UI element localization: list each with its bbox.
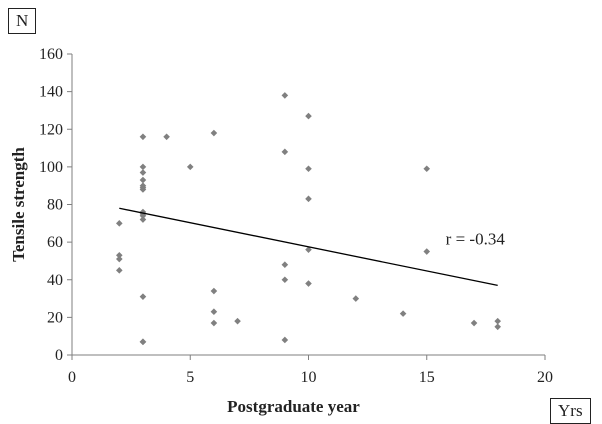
data-point — [281, 92, 289, 99]
x-tick-label: 10 — [301, 369, 317, 386]
data-point — [305, 165, 312, 173]
data-point — [210, 129, 218, 137]
data-point — [494, 323, 501, 331]
data-point — [399, 310, 407, 317]
data-point — [139, 176, 147, 184]
data-points — [116, 92, 501, 346]
data-point — [423, 165, 431, 173]
y-tick-label: 0 — [55, 347, 63, 364]
y-tick-label: 80 — [47, 197, 63, 214]
data-point — [139, 293, 147, 300]
data-point — [305, 112, 312, 120]
x-axis-title: Postgraduate year — [227, 397, 360, 416]
data-point — [423, 248, 431, 255]
x-unit-label: Yrs — [550, 398, 591, 424]
x-axis-ticks: 0 5 10 15 20 — [68, 355, 553, 386]
data-point — [116, 220, 123, 227]
data-point — [139, 338, 147, 346]
trendline — [119, 207, 498, 287]
data-point — [116, 255, 123, 263]
y-tick-label: 60 — [47, 234, 63, 251]
data-point — [281, 336, 289, 344]
data-point — [281, 261, 289, 268]
data-point — [139, 169, 147, 176]
data-point — [494, 317, 501, 325]
data-point — [305, 195, 312, 203]
data-point — [163, 133, 170, 141]
y-tick-label: 20 — [47, 309, 63, 326]
data-point — [139, 163, 147, 171]
data-point — [116, 267, 123, 274]
y-tick-label: 40 — [47, 272, 63, 289]
data-point — [305, 246, 312, 253]
data-point — [139, 186, 147, 193]
y-tick-label: 160 — [39, 46, 63, 63]
y-unit-label: N — [8, 8, 37, 34]
data-point — [139, 212, 147, 220]
data-point — [352, 295, 360, 302]
y-axis-title: Tensile strength — [9, 147, 28, 262]
data-point — [281, 276, 289, 284]
data-point — [210, 319, 218, 327]
x-tick-label: 0 — [68, 369, 76, 386]
data-point — [210, 287, 218, 295]
y-tick-label: 100 — [39, 159, 63, 176]
data-point — [305, 280, 312, 287]
data-point — [281, 148, 289, 156]
x-tick-label: 15 — [419, 369, 435, 386]
y-tick-label: 140 — [39, 84, 63, 101]
y-tick-label: 120 — [39, 121, 63, 138]
data-point — [139, 216, 147, 223]
data-point — [234, 317, 241, 325]
x-tick-label: 20 — [537, 369, 553, 386]
data-point — [470, 319, 478, 327]
correlation-annotation: r = -0.34 — [446, 229, 506, 248]
y-axis-ticks: 0 20 40 60 80 100 120 140 160 — [39, 46, 72, 364]
data-point — [139, 133, 147, 141]
data-point — [210, 308, 218, 316]
data-point — [116, 251, 123, 259]
x-tick-label: 5 — [186, 369, 194, 386]
data-point — [186, 163, 194, 171]
